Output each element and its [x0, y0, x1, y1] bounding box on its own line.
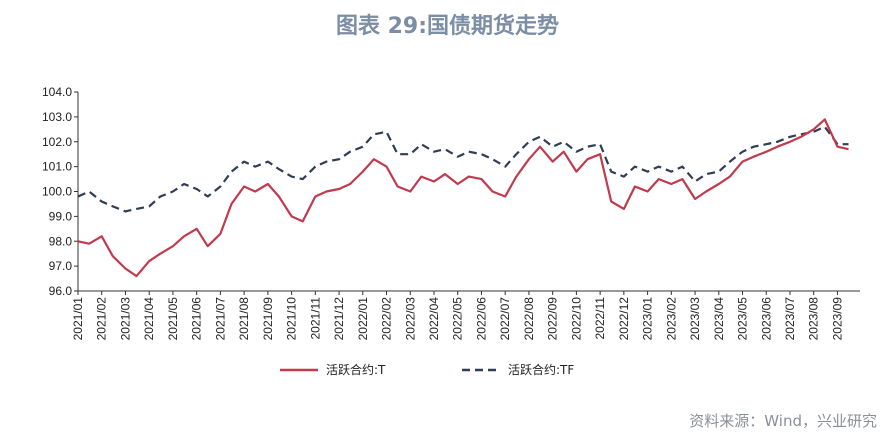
y-tick-label: 100.0 — [42, 185, 72, 199]
y-tick-label: 104.0 — [42, 85, 72, 99]
x-tick-label: 2022/11 — [593, 297, 607, 340]
x-tick-label: 2023/04 — [712, 297, 726, 341]
x-tick-label: 2022/05 — [451, 297, 465, 341]
x-axis: 2021/01 2021/02 2021/03 2021/04 2021/05 2021/… — [71, 290, 860, 341]
x-tick-label: 2021/09 — [261, 297, 275, 341]
x-tick-label: 2022/10 — [569, 297, 583, 341]
x-tick-label: 2023/09 — [830, 297, 844, 341]
x-tick-label: 2022/08 — [522, 297, 536, 341]
x-tick-label: 2022/03 — [403, 297, 417, 341]
x-tick-label: 2021/03 — [118, 297, 132, 341]
x-tick-label: 2023/03 — [688, 297, 702, 341]
x-tick-label: 2021/06 — [190, 297, 204, 341]
x-tick-label: 2021/01 — [71, 297, 85, 341]
source-note: 资料来源：Wind，兴业研究 — [689, 412, 877, 430]
x-tick-label: 2023/05 — [736, 297, 750, 341]
x-tick-label: 2021/08 — [237, 297, 251, 341]
x-tick-label: 2021/04 — [142, 297, 156, 341]
y-tick-label: 96.0 — [49, 284, 73, 298]
x-tick-label: 2022/02 — [380, 297, 394, 341]
x-tick-label: 2021/02 — [95, 297, 109, 341]
x-tick-label: 2023/02 — [664, 297, 678, 341]
x-tick-label: 2023/08 — [807, 297, 821, 341]
x-tick-label: 2021/11 — [308, 297, 322, 340]
legend-label-T: 活跃合约:T — [326, 362, 386, 377]
x-tick-label: 2022/12 — [617, 297, 631, 341]
x-tick-label: 2022/01 — [356, 297, 370, 341]
y-tick-label: 102.0 — [42, 135, 72, 149]
y-tick-label: 101.0 — [42, 160, 72, 174]
series-line-T — [77, 118, 849, 278]
chart-title: 图表 29:国债期货走势 — [335, 14, 560, 39]
y-tick-label: 99.0 — [49, 209, 73, 223]
legend-label-TF: 活跃合约:TF — [508, 362, 574, 377]
x-tick-label: 2021/05 — [166, 297, 180, 341]
x-tick-label: 2021/10 — [285, 297, 299, 341]
series-line-TF — [77, 125, 849, 213]
x-tick-label: 2023/06 — [759, 297, 773, 341]
x-tick-label: 2022/09 — [546, 297, 560, 341]
x-tick-label: 2022/06 — [474, 297, 488, 341]
y-axis: 96.0 97.0 98.0 99.0 100.0 101.0 102.0 103.0 104.… — [42, 85, 79, 298]
y-tick-label: 98.0 — [49, 234, 73, 248]
x-tick-label: 2022/07 — [498, 297, 512, 341]
legend: 活跃合约:T 活跃合约:TF — [280, 362, 574, 377]
x-tick-label: 2022/04 — [427, 297, 441, 341]
y-tick-label: 97.0 — [49, 259, 73, 273]
x-tick-label: 2021/12 — [332, 297, 346, 341]
x-tick-label: 2023/07 — [783, 297, 797, 341]
y-tick-label: 103.0 — [42, 110, 72, 124]
series-layer — [77, 118, 849, 278]
x-tick-label: 2021/07 — [213, 297, 227, 341]
x-tick-label: 2023/01 — [641, 297, 655, 341]
